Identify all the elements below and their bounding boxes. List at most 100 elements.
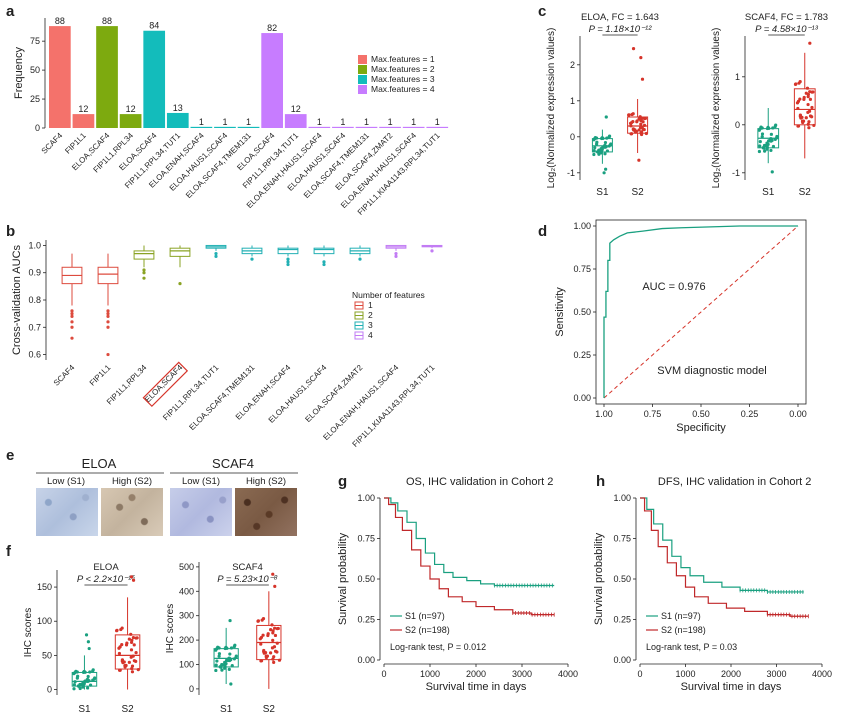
- b-outlier: [70, 336, 74, 340]
- f1-y-tick-label: 150: [37, 582, 52, 592]
- b-x-tick-label: SCAF4: [52, 363, 77, 388]
- a-bar-value-label: 1: [364, 117, 369, 127]
- h-x-tick-label: 1000: [675, 669, 695, 679]
- c2-data-point: [807, 126, 811, 130]
- f2-outlier: [229, 682, 233, 686]
- f1-x-tick-label: S2: [121, 704, 134, 715]
- h-x-tick-label: 3000: [766, 669, 786, 679]
- f2-data-point: [220, 663, 224, 667]
- c1-data-point: [634, 129, 639, 134]
- f2-outlier: [273, 584, 277, 589]
- f1-y-tick-label: 100: [37, 616, 52, 626]
- f1-data-point: [124, 643, 129, 647]
- a-bar: [96, 26, 118, 128]
- panel-letter-e: e: [6, 447, 14, 464]
- a-bar: [190, 126, 213, 128]
- f2-data-point: [214, 668, 218, 673]
- c2-data-point: [804, 116, 808, 120]
- h-title: DFS, IHC validation in Cohort 2: [658, 476, 811, 488]
- c1-y-tick-label: -1: [567, 168, 575, 178]
- b-outlier: [250, 257, 254, 261]
- a-legend-swatch: [358, 85, 367, 94]
- c2-data-point: [797, 81, 801, 85]
- f1-data-point: [124, 663, 128, 668]
- f2-data-point: [275, 650, 279, 654]
- a-bar-value-label: 88: [102, 16, 112, 26]
- b-outlier: [322, 260, 326, 264]
- c2-data-point: [808, 97, 813, 101]
- a-y-tick-label: 25: [30, 94, 40, 104]
- h-y-tick-label: 0.25: [613, 615, 631, 625]
- f1-data-point: [119, 627, 123, 632]
- f2-data-point: [259, 642, 263, 646]
- c2-y-tick-label: 1: [735, 72, 740, 82]
- c2-data-point: [798, 97, 802, 101]
- c2-data-point: [800, 115, 804, 120]
- f1-data-point: [118, 645, 122, 649]
- a-bar: [49, 26, 71, 128]
- b-legend-label: 1: [368, 300, 373, 310]
- b-outlier: [106, 325, 110, 329]
- f2-data-point: [214, 648, 218, 652]
- c1-data-point: [627, 113, 631, 117]
- b-y-tick-label: 0.7: [28, 322, 41, 332]
- a-legend-label: Max.features = 3: [371, 74, 435, 84]
- f1-data-point: [130, 664, 135, 668]
- c1-outlier: [637, 158, 641, 162]
- h-y-tick-label: 0.00: [613, 655, 631, 665]
- a-legend-label: Max.features = 2: [371, 64, 435, 74]
- f2-data-point: [224, 661, 228, 666]
- f1-data-point: [127, 660, 131, 664]
- g-legend-label: S2 (n=198): [405, 625, 450, 635]
- c1-data-point: [639, 122, 643, 126]
- f2-data-point: [214, 663, 218, 667]
- f1-data-point: [76, 674, 80, 678]
- b-box: [133, 250, 155, 260]
- f2-data-point: [269, 651, 273, 655]
- f2-data-point: [265, 654, 270, 658]
- g-logrank-label: Log-rank test, P = 0.012: [390, 642, 486, 652]
- f2-y-tick-label: 400: [179, 586, 194, 596]
- f2-data-point: [260, 618, 264, 622]
- c2-data-point: [796, 99, 801, 104]
- b-outlier: [106, 309, 110, 313]
- b-outlier: [142, 268, 146, 272]
- d-x-tick-label: 0.75: [644, 409, 662, 419]
- c2-box: [793, 88, 816, 126]
- f1-data-point: [130, 638, 134, 642]
- ihc-scaf4-title: SCAF4: [212, 456, 254, 471]
- f1-data-point: [78, 686, 82, 691]
- f2-x-tick-label: S2: [263, 704, 276, 715]
- f2-data-point: [217, 654, 221, 658]
- c2-data-point: [801, 119, 806, 123]
- f1-data-point: [122, 660, 126, 664]
- a-bar: [402, 126, 425, 128]
- f2-y-tick-label: 100: [179, 659, 194, 669]
- c2-data-point: [806, 102, 810, 107]
- b-outlier: [322, 262, 326, 267]
- f1-pvalue: P < 2.2×10⁻¹⁶: [77, 574, 135, 585]
- c2-data-point: [760, 135, 764, 139]
- a-bar-value-label: 84: [149, 21, 159, 31]
- a-bar-value-label: 1: [411, 117, 416, 127]
- a-bar-value-label: 12: [291, 104, 301, 114]
- c2-data-point: [810, 105, 814, 110]
- f2-data-point: [271, 638, 275, 642]
- f1-data-point: [129, 632, 133, 636]
- c2-data-point: [766, 142, 770, 146]
- c2-data-point: [807, 120, 811, 124]
- h-y-tick-label: 0.50: [613, 574, 631, 584]
- c1-data-point: [593, 146, 597, 150]
- d-model-label: SVM diagnostic model: [657, 365, 766, 377]
- c1-data-point: [637, 117, 641, 121]
- f2-data-point: [230, 664, 234, 668]
- g-y-tick-label: 0.50: [357, 574, 375, 584]
- h-logrank-label: Log-rank test, P = 0.03: [646, 642, 737, 652]
- b-outlier: [142, 271, 146, 275]
- c1-outlier: [639, 56, 643, 60]
- c1-data-point: [607, 135, 611, 139]
- g-title: OS, IHC validation in Cohort 2: [406, 476, 553, 488]
- f1-box: [71, 671, 98, 687]
- a-bar-value-label: 1: [340, 117, 345, 127]
- f1-data-point: [134, 659, 138, 663]
